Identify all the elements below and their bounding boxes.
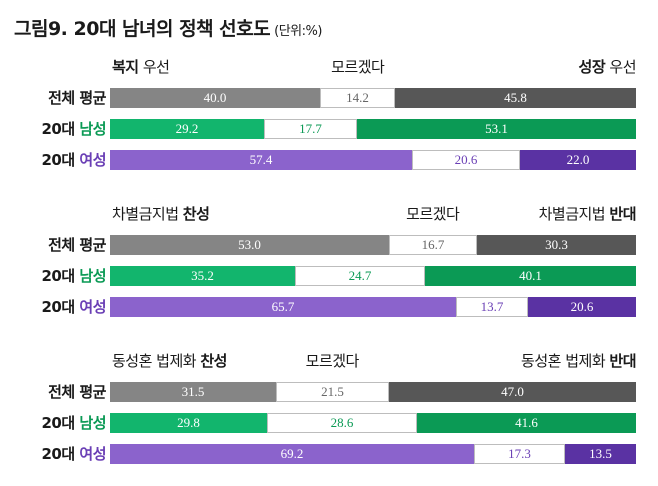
row-label-total: 전체 평균 [10,381,106,402]
header-right: 동성혼 법제화 반대 [521,350,636,371]
header-right-normal: 차별금지법 [538,205,610,223]
stacked-bar-male: 29.2 17.7 53.1 [110,119,636,139]
panel-1: 복지 우선 성장 우선 모르겠다 전체 평균 40.0 14.2 45.8 20대 남성 29.… [0,56,658,176]
chart-title-text: 그림9. 20대 남녀의 정책 선호도 [14,18,271,40]
row-label-text: 전체 평균 [48,383,106,401]
stacked-bar-male: 35.2 24.7 40.1 [110,266,636,286]
bar-segment-left: 29.8 [110,413,267,433]
row-label-text: 전체 평균 [48,236,106,254]
row-label-gender: 여성 [79,151,106,169]
header-left-normal: 동성혼 법제화 [112,352,201,370]
stacked-bar-female: 57.4 20.6 22.0 [110,150,636,170]
bar-segment-left: 35.2 [110,266,295,286]
row-label-gender: 여성 [79,445,106,463]
row-label-age: 20대 [41,120,75,138]
header-right-bold: 반대 [609,205,636,223]
header-mid: 모르겠다 [406,205,460,223]
bar-segment-mid: 16.7 [389,235,477,255]
chart-title: 그림9. 20대 남녀의 정책 선호도 (단위:%) [14,14,322,41]
row-label-gender: 남성 [79,267,106,285]
row-label-age: 20대 [41,298,75,316]
bar-segment-mid: 20.6 [412,150,520,170]
panel-3: 동성혼 법제화 찬성 동성혼 법제화 반대 모르겠다 전체 평균 31.5 21.5 47.… [0,350,658,470]
bar-segment-right: 22.0 [520,150,636,170]
row-label-total: 전체 평균 [10,87,106,108]
header-mid: 모르겠다 [305,352,360,370]
bar-segment-right: 30.3 [477,235,636,255]
header-left: 동성혼 법제화 찬성 [112,350,227,371]
bar-segment-right: 41.6 [417,413,636,433]
header-left: 차별금지법 찬성 [112,203,210,224]
bar-segment-right: 47.0 [389,382,636,402]
bar-segment-right: 45.8 [395,88,636,108]
bar-segment-mid: 17.7 [264,119,357,139]
row-label-male: 20대 남성 [10,265,106,286]
bar-segment-mid: 24.7 [295,266,425,286]
header-right: 차별금지법 반대 [538,203,637,224]
row-label-male: 20대 남성 [10,412,106,433]
row-label-age: 20대 [41,267,75,285]
header-right-after: 우선 [605,58,636,76]
bar-segment-mid: 17.3 [474,444,565,464]
header-left-bold: 찬성 [182,205,210,223]
panel-2: 차별금지법 찬성 차별금지법 반대 모르겠다 전체 평균 53.0 16.7 30.3 20대… [0,203,658,323]
bar-segment-left: 29.2 [110,119,264,139]
row-label-female: 20대 여성 [10,443,106,464]
stacked-bar-male: 29.8 28.6 41.6 [110,413,636,433]
stacked-bar-total: 53.0 16.7 30.3 [110,235,636,255]
row-label-age: 20대 [41,445,75,463]
bar-segment-mid: 13.7 [456,297,528,317]
bar-segment-right: 20.6 [528,297,636,317]
bar-segment-right: 13.5 [565,444,636,464]
row-label-female: 20대 여성 [10,149,106,170]
bar-segment-mid: 14.2 [320,88,395,108]
bar-segment-left: 53.0 [110,235,389,255]
stacked-bar-female: 69.2 17.3 13.5 [110,444,636,464]
row-label-gender: 여성 [79,298,106,316]
row-label-text: 전체 평균 [48,89,106,107]
row-label-gender: 남성 [79,414,106,432]
row-label-male: 20대 남성 [10,118,106,139]
row-label-gender: 남성 [79,120,106,138]
row-label-total: 전체 평균 [10,234,106,255]
bar-segment-mid: 28.6 [267,413,417,433]
stacked-bar-female: 65.7 13.7 20.6 [110,297,636,317]
bar-segment-left: 57.4 [110,150,412,170]
header-right-bold: 반대 [609,352,636,370]
stacked-bar-total: 31.5 21.5 47.0 [110,382,636,402]
header-left-after: 우선 [138,58,170,76]
row-label-age: 20대 [41,414,75,432]
bar-segment-right: 40.1 [425,266,636,286]
header-left-bold: 복지 [112,58,139,76]
header-left-normal: 차별금지법 [112,205,183,223]
bar-segment-right: 53.1 [357,119,636,139]
bar-segment-left: 69.2 [110,444,474,464]
row-label-age: 20대 [41,151,75,169]
header-left: 복지 우선 [112,56,170,77]
unit-label: (단위:%) [274,24,322,39]
header-left-bold: 찬성 [200,352,227,370]
header-right-bold: 성장 [578,58,606,76]
header-mid: 모르겠다 [331,58,385,76]
header-right: 성장 우선 [578,56,637,77]
row-label-female: 20대 여성 [10,296,106,317]
stacked-bar-total: 40.0 14.2 45.8 [110,88,636,108]
bar-segment-mid: 21.5 [276,382,389,402]
bar-segment-left: 40.0 [110,88,320,108]
bar-segment-left: 31.5 [110,382,276,402]
header-right-normal: 동성혼 법제화 [521,352,610,370]
bar-segment-left: 65.7 [110,297,456,317]
